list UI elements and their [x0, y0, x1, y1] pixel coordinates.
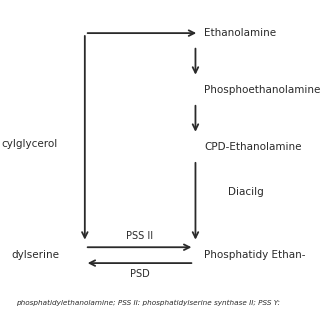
- Text: Diacilg: Diacilg: [228, 187, 264, 197]
- Text: Phosphoethanolamine: Phosphoethanolamine: [204, 85, 320, 95]
- Text: PSD: PSD: [130, 269, 149, 279]
- Text: CPD-Ethanolamine: CPD-Ethanolamine: [204, 142, 301, 152]
- Text: cylglycerol: cylglycerol: [2, 139, 58, 149]
- Text: PSS II: PSS II: [126, 231, 153, 241]
- Text: Ethanolamine: Ethanolamine: [204, 28, 276, 38]
- Text: phosphatidylethanolamine; PSS II: phosphatidylserine synthase II; PSS Y:: phosphatidylethanolamine; PSS II: phosph…: [16, 300, 280, 306]
- Text: Phosphatidy Ethan-: Phosphatidy Ethan-: [204, 250, 305, 260]
- Text: dylserine: dylserine: [12, 250, 60, 260]
